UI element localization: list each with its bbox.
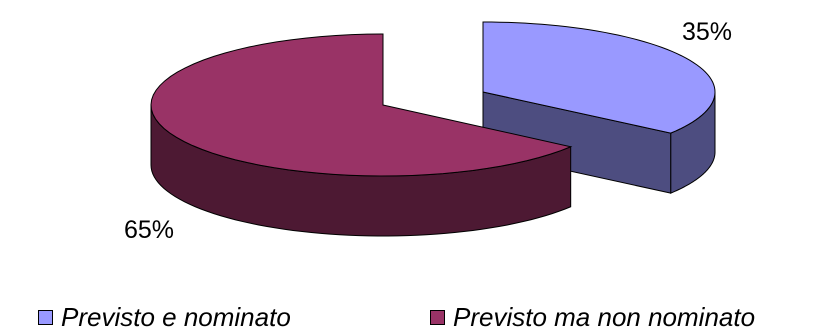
slice-label-previsto-e-nominato: 35%: [682, 18, 732, 46]
pie-tops: [150, 21, 716, 177]
legend-label-previsto-e-nominato: Previsto e nominato: [61, 302, 291, 332]
pie-slice-previsto-ma-non-nominato-top: [150, 33, 573, 177]
slice-label-previsto-ma-non-nominato: 65%: [124, 216, 174, 244]
pie-chart: 35% 65%: [124, 18, 732, 244]
legend: Previsto e nominato Previsto ma non nomi…: [0, 302, 833, 336]
pie-slice-previsto-e-nominato-top: [482, 21, 716, 134]
legend-swatch-previsto-ma-non-nominato: [430, 310, 445, 325]
legend-item-previsto-ma-non-nominato: Previsto ma non nominato: [430, 302, 755, 333]
legend-label-previsto-ma-non-nominato: Previsto ma non nominato: [453, 302, 756, 332]
legend-item-previsto-e-nominato: Previsto e nominato: [38, 302, 291, 333]
legend-swatch-previsto-e-nominato: [38, 310, 53, 325]
